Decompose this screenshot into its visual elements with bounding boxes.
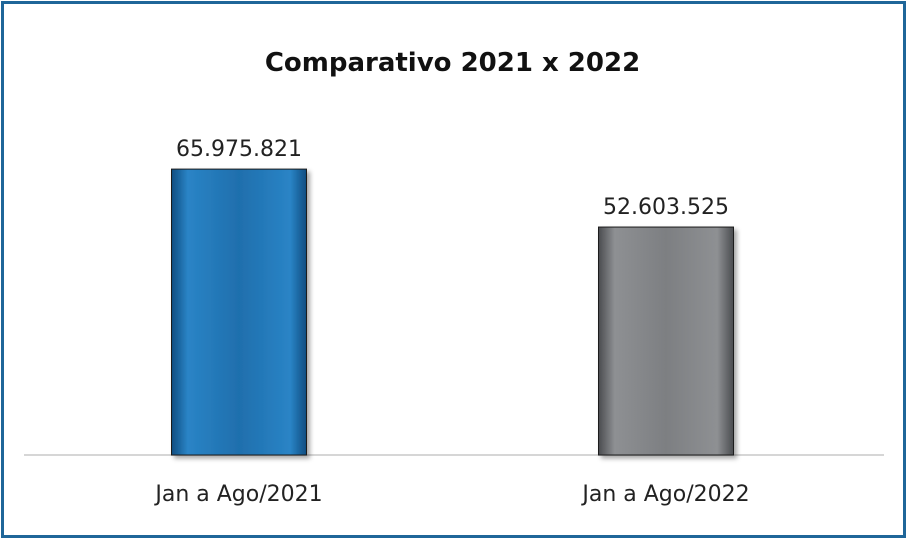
data-label-2: 52.603.525 — [603, 195, 729, 220]
chart-title: Comparativo 2021 x 2022 — [264, 48, 641, 78]
bar-2 — [598, 226, 734, 456]
data-label-1: 65.975.821 — [176, 137, 302, 162]
x-tick-label-2: Jan a Ago/2022 — [580, 482, 749, 507]
x-tick-label-1: Jan a Ago/2021 — [153, 482, 322, 507]
bar-1 — [171, 168, 307, 456]
